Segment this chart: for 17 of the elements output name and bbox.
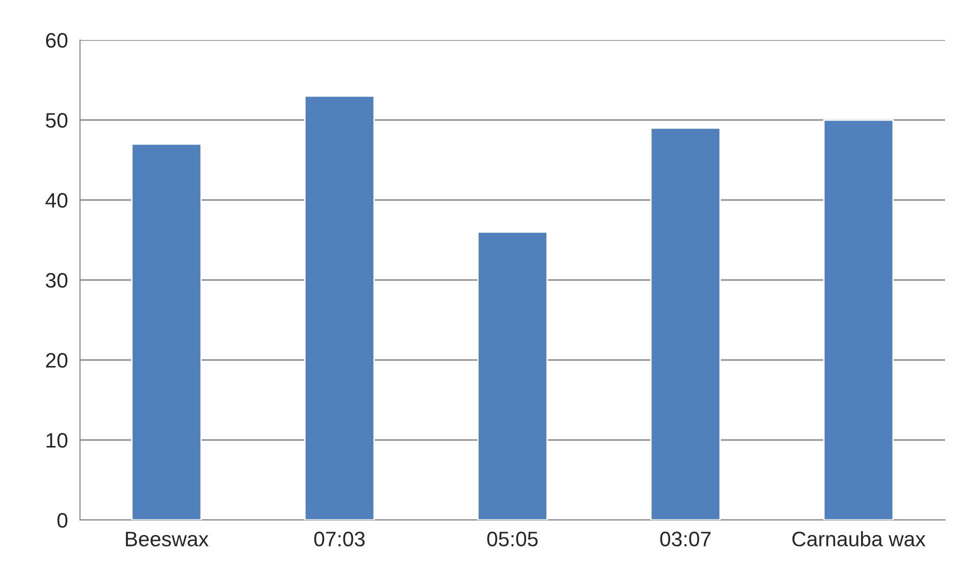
bar bbox=[477, 231, 548, 520]
bar bbox=[823, 119, 894, 520]
y-tick-label: 30 bbox=[46, 273, 68, 288]
y-tick-label: 60 bbox=[46, 33, 68, 48]
x-tick-label: Beeswax bbox=[126, 532, 209, 546]
bar bbox=[304, 95, 375, 520]
y-tick-label: 0 bbox=[57, 513, 68, 528]
x-tick-label: 03:07 bbox=[660, 532, 711, 546]
x-tick-label: Carnauba wax bbox=[792, 531, 926, 546]
bar bbox=[650, 127, 721, 520]
x-tick-label: 07:03 bbox=[314, 532, 365, 546]
y-tick-label: 50 bbox=[46, 113, 68, 128]
y-tick-label: 10 bbox=[46, 433, 68, 448]
y-tick-label: 40 bbox=[46, 193, 68, 208]
y-tick-label: 20 bbox=[46, 353, 68, 368]
x-tick-label: 05:05 bbox=[487, 532, 538, 546]
bar bbox=[131, 143, 202, 520]
